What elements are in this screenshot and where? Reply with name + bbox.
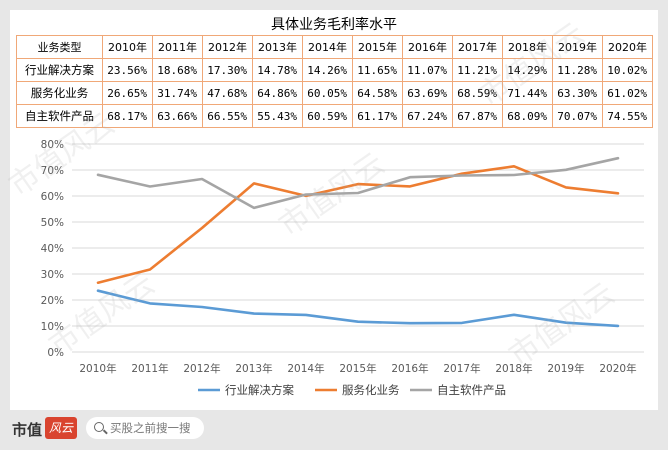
table-cell: 68.59% xyxy=(452,81,503,105)
table-header-row: 业务类型 2010年 2011年 2012年 2013年 2014年 2015年… xyxy=(16,35,653,59)
table-cell: 18.68% xyxy=(152,58,203,82)
legend-label: 服务化业务 xyxy=(342,383,400,397)
table-cell: 74.55% xyxy=(602,104,653,128)
series-line-3 xyxy=(96,156,620,210)
brand-logo: 风云 xyxy=(45,417,77,439)
x-tick-label: 2018年 xyxy=(495,362,532,375)
x-tick-label: 2011年 xyxy=(131,362,168,375)
table-row-label: 服务化业务 xyxy=(16,81,103,105)
table-cell: 66.55% xyxy=(202,104,253,128)
y-tick-label: 70% xyxy=(41,165,64,177)
x-tick-label: 2020年 xyxy=(599,362,636,375)
table-cell: 67.24% xyxy=(402,104,453,128)
search-box[interactable]: 买股之前搜一搜 xyxy=(86,417,204,439)
table-header-cell: 2012年 xyxy=(202,35,253,59)
table-cell: 23.56% xyxy=(102,58,153,82)
table-cell: 71.44% xyxy=(502,81,553,105)
table-header-cell: 业务类型 xyxy=(16,35,103,59)
footer-bar: 市值 风云 买股之前搜一搜 xyxy=(0,410,668,450)
x-tick-label: 2019年 xyxy=(547,362,584,375)
chart-title: 具体业务毛利率水平 xyxy=(271,17,397,33)
y-tick-label: 60% xyxy=(41,191,64,203)
x-tick-label: 2010年 xyxy=(79,362,116,375)
table-cell: 64.86% xyxy=(252,81,303,105)
table-cell: 14.29% xyxy=(502,58,553,82)
table-header-cell: 2020年 xyxy=(602,35,653,59)
legend-label: 自主软件产品 xyxy=(437,383,506,397)
y-tick-label: 80% xyxy=(41,139,64,151)
data-table: 业务类型 2010年 2011年 2012年 2013年 2014年 2015年… xyxy=(16,35,653,128)
y-tick-label: 50% xyxy=(41,217,64,229)
y-tick-label: 40% xyxy=(41,243,64,255)
chart-card: 具体业务毛利率水平 业务类型 2010年 2011年 2012年 2013年 2… xyxy=(10,10,658,410)
y-tick-label: 0% xyxy=(47,347,64,359)
table-row: 自主软件产品 68.17% 63.66% 66.55% 55.43% 60.59% 61.1… xyxy=(16,104,653,128)
table-cell: 11.07% xyxy=(402,58,453,82)
table-cell: 67.87% xyxy=(452,104,503,128)
table-cell: 60.59% xyxy=(302,104,353,128)
x-tick-label: 2013年 xyxy=(235,362,272,375)
y-tick-label: 10% xyxy=(41,321,64,333)
table-cell: 70.07% xyxy=(552,104,603,128)
table-cell: 61.17% xyxy=(352,104,403,128)
y-tick-label: 30% xyxy=(41,269,64,281)
table-row: 服务化业务 26.65% 31.74% 47.68% 64.86% 60.05% 64.58… xyxy=(16,81,653,105)
table-cell: 68.17% xyxy=(102,104,153,128)
table-cell: 63.66% xyxy=(152,104,203,128)
table-header-cell: 2015年 xyxy=(352,35,403,59)
series-line-1 xyxy=(96,289,620,328)
table-header-cell: 2018年 xyxy=(502,35,553,59)
table-header-cell: 2016年 xyxy=(402,35,453,59)
table-cell: 63.69% xyxy=(402,81,453,105)
x-tick-label: 2012年 xyxy=(183,362,220,375)
x-tick-label: 2014年 xyxy=(287,362,324,375)
table-cell: 61.02% xyxy=(602,81,653,105)
table-cell: 63.30% xyxy=(552,81,603,105)
table-cell: 17.30% xyxy=(202,58,253,82)
y-tick-label: 20% xyxy=(41,295,64,307)
x-tick-label: 2017年 xyxy=(443,362,480,375)
search-placeholder: 买股之前搜一搜 xyxy=(110,421,191,435)
table-row-label: 自主软件产品 xyxy=(16,104,103,128)
table-header-cell: 2011年 xyxy=(152,35,203,59)
table-cell: 11.65% xyxy=(352,58,403,82)
x-tick-label: 2016年 xyxy=(391,362,428,375)
table-cell: 14.78% xyxy=(252,58,303,82)
x-tick-label: 2015年 xyxy=(339,362,376,375)
table-header-cell: 2019年 xyxy=(552,35,603,59)
line-chart: 0% 10% 20% 30% 40% 50% 60% 70% 80% 2010年 2011年 2012… xyxy=(41,139,644,397)
brand-name: 市值 xyxy=(12,421,43,439)
legend-label: 行业解决方案 xyxy=(225,383,294,397)
search-icon xyxy=(94,422,104,432)
